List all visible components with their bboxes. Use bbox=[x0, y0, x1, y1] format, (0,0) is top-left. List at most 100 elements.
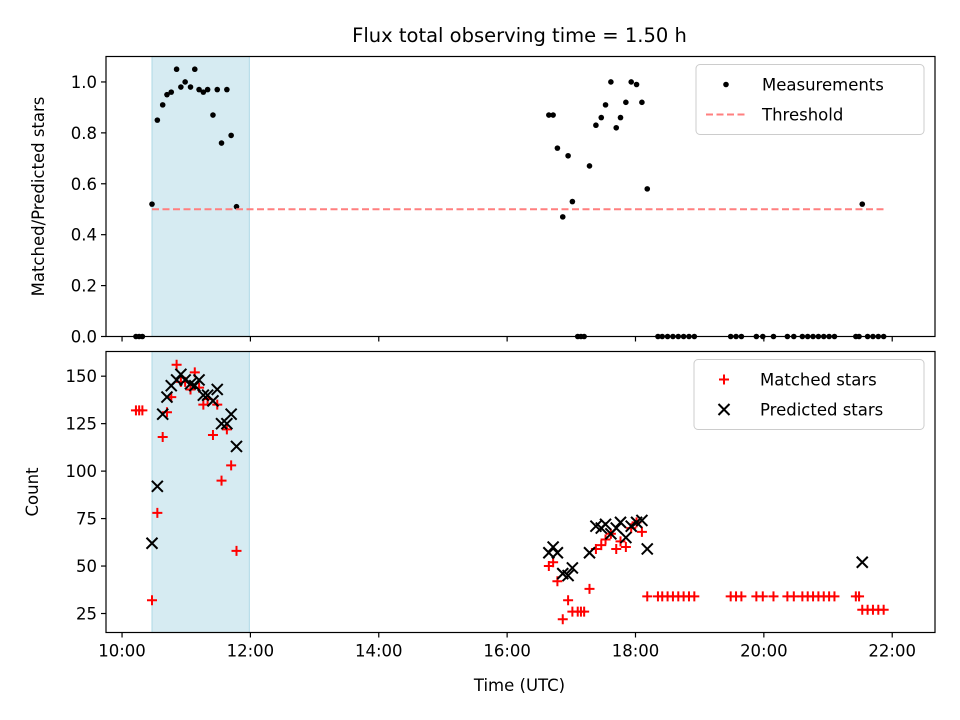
measurement-point bbox=[204, 86, 211, 93]
legend-measurement-swatch bbox=[723, 81, 729, 88]
matched-star-point bbox=[878, 604, 889, 615]
measurement-point bbox=[191, 66, 198, 73]
matched-star-point bbox=[157, 431, 168, 442]
x-tick-label: 16:00 bbox=[483, 642, 531, 661]
legend-matched-swatch bbox=[719, 374, 729, 385]
matched-star-point bbox=[620, 542, 631, 553]
measurement-point bbox=[200, 89, 207, 95]
predicted-star-point bbox=[178, 373, 192, 387]
x-tick-label: 14:00 bbox=[355, 642, 403, 661]
predicted-star-point bbox=[551, 546, 564, 559]
count-y-tick-label: 75 bbox=[76, 510, 97, 529]
predicted-star-point bbox=[220, 417, 234, 430]
count-panel-frame bbox=[105, 350, 936, 634]
measurement-point bbox=[173, 66, 180, 73]
legend-label: Predicted stars bbox=[760, 401, 883, 420]
measurement-point bbox=[233, 203, 240, 210]
ratio-legend: Measurements Threshold bbox=[695, 64, 925, 135]
matched-star-point bbox=[636, 526, 647, 537]
legend-label: Threshold bbox=[761, 106, 843, 125]
measurement-point bbox=[617, 114, 624, 121]
measurement-point bbox=[559, 214, 566, 220]
predicted-star-point bbox=[614, 516, 627, 529]
measurement-point bbox=[164, 91, 170, 98]
count-y-axis-label: Count bbox=[23, 467, 42, 517]
legend-label: Measurements bbox=[762, 76, 884, 95]
matched-star-point bbox=[757, 591, 768, 602]
matched-star-point bbox=[829, 591, 840, 602]
predicted-star-point bbox=[206, 394, 220, 408]
x-tick-label: 20:00 bbox=[740, 642, 788, 661]
x-tick-label: 10:00 bbox=[98, 642, 146, 661]
predicted-star-point bbox=[610, 521, 623, 535]
predicted-star-point bbox=[197, 388, 210, 402]
matched-star-point bbox=[768, 591, 779, 602]
predicted-star-point bbox=[635, 514, 649, 527]
ratio-y-axis-label: Matched/Predicted stars bbox=[29, 97, 48, 297]
measurement-point bbox=[187, 84, 194, 90]
measurement-point bbox=[598, 114, 605, 121]
measurement-point bbox=[608, 79, 614, 85]
predicted-star-point bbox=[145, 537, 159, 550]
measurement-point bbox=[639, 99, 645, 106]
ratio-y-tick-label: 0.6 bbox=[71, 175, 97, 194]
predicted-star-point bbox=[160, 390, 174, 404]
count-y-tick-label: 150 bbox=[66, 367, 98, 386]
ratio-shaded-region bbox=[151, 56, 250, 337]
predicted-star-point bbox=[230, 440, 243, 453]
predicted-star-point bbox=[215, 417, 228, 430]
predicted-star-point bbox=[151, 480, 164, 493]
matched-star-point bbox=[216, 475, 227, 486]
x-tick-label: 22:00 bbox=[868, 642, 916, 661]
matched-star-point bbox=[600, 534, 611, 545]
matched-star-point bbox=[152, 507, 163, 518]
predicted-star-point bbox=[174, 368, 188, 381]
predicted-star-point bbox=[625, 519, 638, 533]
matched-star-point bbox=[615, 536, 626, 547]
x-axis-label: Time (UTC) bbox=[473, 676, 565, 695]
measurement-point bbox=[182, 79, 188, 85]
matched-star-point bbox=[198, 399, 209, 410]
legend-predicted-swatch bbox=[717, 403, 731, 416]
matched-star-point bbox=[207, 430, 218, 441]
measurement-point bbox=[628, 79, 635, 85]
measurement-point bbox=[613, 124, 620, 131]
matched-star-point bbox=[736, 591, 747, 602]
measurement-point bbox=[214, 86, 221, 93]
matched-star-point bbox=[137, 405, 148, 416]
measurement-point bbox=[159, 102, 166, 108]
predicted-star-point bbox=[641, 542, 654, 556]
figure-title: Flux total observing time = 1.50 h bbox=[352, 24, 687, 47]
measurement-point bbox=[644, 186, 651, 192]
matched-star-point bbox=[854, 591, 865, 602]
predicted-star-point bbox=[856, 556, 869, 569]
matched-star-point bbox=[221, 424, 232, 435]
measurement-point bbox=[565, 152, 571, 159]
ratio-y-tick-label: 1.0 bbox=[71, 73, 97, 92]
measurement-point bbox=[149, 201, 155, 207]
count-y-tick-label: 125 bbox=[66, 415, 98, 434]
predicted-star-point bbox=[192, 373, 206, 387]
predicted-star-point bbox=[211, 383, 224, 396]
measurement-point bbox=[154, 117, 161, 123]
measurement-point bbox=[168, 89, 175, 95]
ratio-y-tick-label: 0.4 bbox=[71, 226, 97, 245]
matched-star-point bbox=[231, 545, 242, 556]
predicted-star-point bbox=[224, 407, 238, 421]
x-tick-label: 12:00 bbox=[227, 642, 275, 661]
predicted-star-point bbox=[583, 546, 596, 559]
measurement-point bbox=[623, 99, 629, 106]
measurement-point bbox=[633, 81, 640, 88]
count-y-tick-label: 50 bbox=[76, 557, 97, 576]
count-y-tick-label: 25 bbox=[76, 605, 97, 624]
matched-star-point bbox=[226, 460, 237, 471]
matched-star-point bbox=[642, 591, 653, 602]
matched-star-point bbox=[788, 591, 799, 602]
matched-star-point bbox=[563, 595, 574, 606]
matched-star-point bbox=[579, 606, 590, 617]
ratio-panel-frame bbox=[105, 55, 936, 338]
predicted-star-point bbox=[566, 561, 579, 575]
ratio-y-tick-label: 0.2 bbox=[71, 277, 97, 296]
measurement-point bbox=[554, 145, 561, 151]
